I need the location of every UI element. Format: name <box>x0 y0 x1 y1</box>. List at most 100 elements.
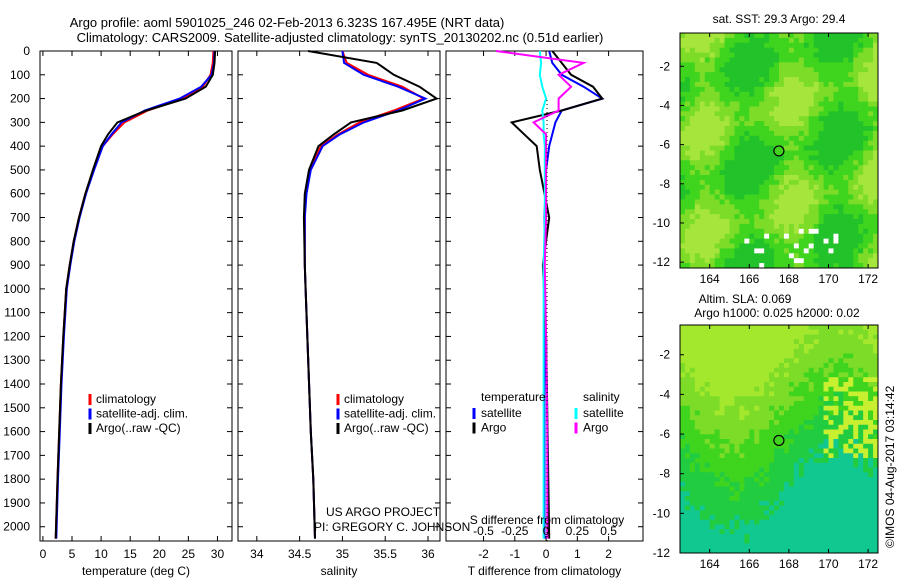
map-cell <box>853 214 859 220</box>
map-cell <box>734 486 740 492</box>
map-cell <box>828 334 834 340</box>
map-cell <box>808 420 815 426</box>
map-cell <box>739 410 745 416</box>
map-cell <box>843 524 849 530</box>
map-cell <box>863 174 869 181</box>
map-cell <box>769 429 775 435</box>
map-cell <box>858 228 864 235</box>
map-cell <box>764 339 770 345</box>
map-cell <box>714 42 720 49</box>
map-cell <box>754 548 760 554</box>
map-cell <box>788 510 795 516</box>
map-cell <box>813 372 819 378</box>
map-cell <box>704 101 711 107</box>
map-cell <box>838 363 844 369</box>
map-cell <box>779 358 785 364</box>
map-cell <box>704 363 711 369</box>
map-cell <box>828 329 834 335</box>
map-cell <box>759 86 765 93</box>
map-cell <box>759 472 765 478</box>
map-cell <box>699 238 706 244</box>
map-cell <box>858 443 864 449</box>
map-cell <box>724 199 730 205</box>
map-cell <box>754 405 760 411</box>
map-cell <box>699 529 706 535</box>
map-cell <box>788 377 795 383</box>
map-cell <box>843 386 849 392</box>
map-cell <box>853 462 859 468</box>
map-cell <box>704 184 711 191</box>
map-cell <box>818 405 824 411</box>
map-cell <box>803 467 810 473</box>
map-cell <box>739 174 745 181</box>
map-cell <box>838 47 844 53</box>
map-cell <box>709 33 716 39</box>
map-cell <box>788 199 795 205</box>
map-cell <box>719 344 725 350</box>
map-cell <box>764 443 770 449</box>
map-cell <box>764 140 770 147</box>
map-cell <box>833 214 839 220</box>
map-cell <box>774 160 780 166</box>
map-cell <box>848 344 854 350</box>
map-cell <box>788 391 795 397</box>
map-cell <box>853 481 859 487</box>
map-cell <box>744 429 750 435</box>
map-cell <box>848 325 854 331</box>
map-cell <box>729 243 735 249</box>
map-cell <box>808 121 815 127</box>
map-cell <box>818 453 824 459</box>
map-cell <box>749 174 755 181</box>
map-cell <box>684 424 691 430</box>
map-cell <box>833 538 839 544</box>
map-cell <box>808 135 815 142</box>
map-cell <box>843 170 849 176</box>
map-cell <box>848 505 854 511</box>
map-cell <box>689 52 696 58</box>
map-cell <box>779 140 785 147</box>
map-cell <box>823 415 829 421</box>
map-cell <box>744 81 750 88</box>
map-cell <box>863 467 869 473</box>
map-cell <box>843 367 849 373</box>
map-cell <box>759 415 765 421</box>
map-cell <box>873 372 879 378</box>
map-cell <box>704 243 711 249</box>
map-cell <box>798 420 805 426</box>
map-cell <box>818 510 824 516</box>
map-cell <box>684 72 691 78</box>
map-cell <box>719 130 725 137</box>
map-cell <box>808 77 815 83</box>
map-cell <box>739 91 745 98</box>
map-cell <box>684 37 691 44</box>
map-cell <box>764 130 770 137</box>
map-cell <box>858 467 864 473</box>
map-cell <box>803 258 810 264</box>
map-cell <box>699 223 706 230</box>
map-cell <box>848 170 854 176</box>
map-cell <box>704 179 711 186</box>
map-cell <box>828 344 834 350</box>
map-cell <box>714 453 720 459</box>
map-cell <box>873 396 879 402</box>
map-lat-label: -6 <box>659 427 670 441</box>
map-cell <box>838 81 844 88</box>
map-cell <box>744 334 750 340</box>
map-cell <box>764 382 770 388</box>
map-cell <box>843 543 849 549</box>
map-cell <box>838 243 844 249</box>
map-cell <box>808 405 815 411</box>
map-cell <box>689 325 696 331</box>
map-cell <box>694 126 701 132</box>
map-cell <box>868 334 874 340</box>
map-cell <box>798 199 805 205</box>
map-cell <box>769 358 775 364</box>
map-cell <box>788 472 795 478</box>
map-cell <box>754 155 760 161</box>
map-cell <box>793 429 800 435</box>
map-cell <box>724 243 730 249</box>
map-cell <box>734 510 740 516</box>
map-cell <box>843 491 849 497</box>
map-cell <box>739 401 745 407</box>
map-cell <box>858 458 864 464</box>
